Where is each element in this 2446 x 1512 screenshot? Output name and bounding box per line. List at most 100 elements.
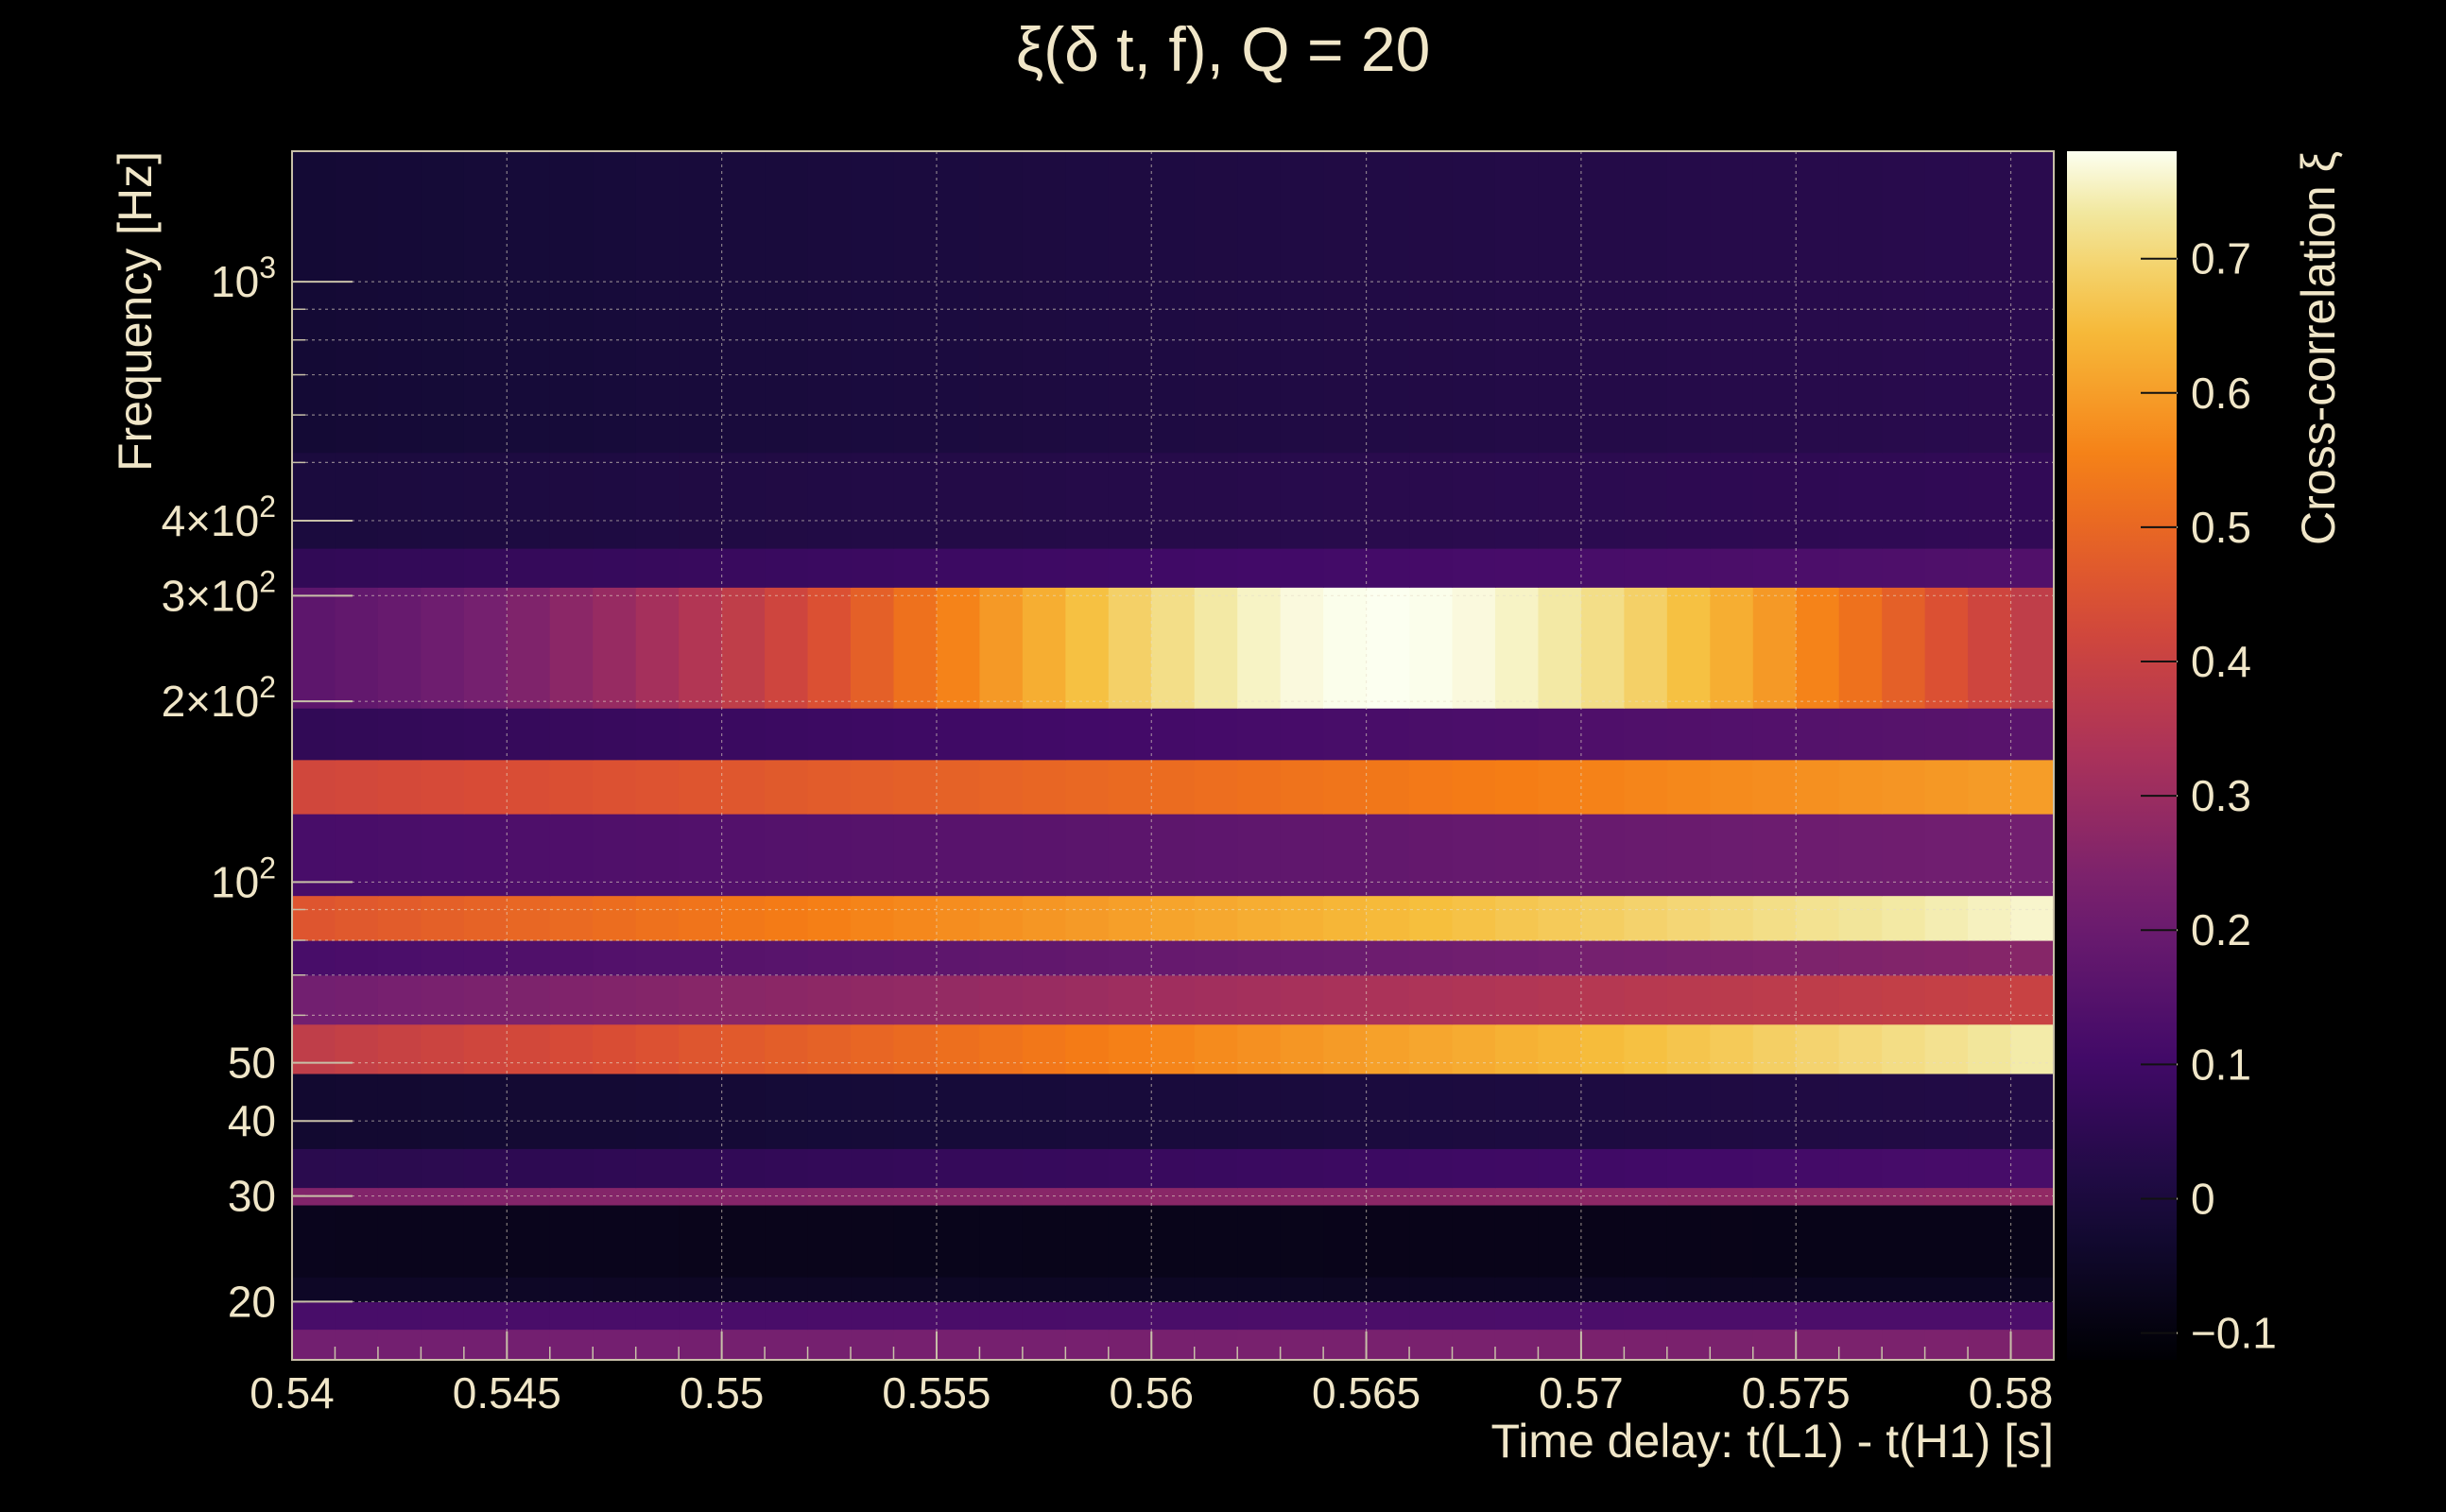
heatmap-cell — [1151, 974, 1196, 1025]
heatmap-cell — [1108, 452, 1152, 549]
heatmap-cell — [421, 151, 465, 454]
heatmap-cell — [421, 814, 465, 897]
heatmap-cell — [1065, 708, 1110, 761]
heatmap-cell — [679, 452, 723, 549]
heatmap-cell — [1022, 1148, 1066, 1189]
heatmap-cell — [549, 708, 594, 761]
heatmap-cell — [593, 1073, 637, 1149]
y-axis: 20 30 40 50 102 2×102 3×102 4×102 103 — [162, 250, 353, 1326]
y-tick-label: 102 — [211, 850, 276, 906]
heatmap-cell — [936, 1148, 981, 1189]
heatmap-cell — [1580, 452, 1625, 549]
heatmap-cell — [1580, 1277, 1625, 1303]
heatmap-cell — [1838, 1023, 1883, 1074]
heatmap-cell — [1752, 814, 1797, 897]
heatmap-cell — [1323, 151, 1368, 454]
heatmap-cell — [1022, 452, 1066, 549]
heatmap-cell — [1752, 1073, 1797, 1149]
heatmap-cell — [1366, 814, 1410, 897]
heatmap-cell — [593, 708, 637, 761]
heatmap-cell — [377, 1329, 422, 1361]
heatmap-cell — [1022, 974, 1066, 1025]
heatmap-cell — [1108, 1301, 1152, 1331]
heatmap-cell — [421, 974, 465, 1025]
heatmap-cell — [1624, 1073, 1668, 1149]
heatmap-cell — [1409, 759, 1454, 815]
y-tick-label: 20 — [228, 1277, 276, 1326]
heatmap-cell — [1796, 587, 1840, 709]
heatmap-cell — [765, 814, 809, 897]
heatmap-cell — [507, 1073, 551, 1149]
heatmap-cell — [679, 974, 723, 1025]
heatmap-cell — [1409, 1301, 1454, 1331]
heatmap-cell — [807, 452, 852, 549]
heatmap-cell — [2010, 1023, 2055, 1074]
heatmap-cell — [507, 895, 551, 941]
heatmap-cell — [1065, 548, 1110, 588]
heatmap-cell — [679, 548, 723, 588]
heatmap-cell — [893, 939, 938, 976]
heatmap-cell — [1065, 1277, 1110, 1303]
heatmap-cell — [851, 1301, 895, 1331]
heatmap-cell — [1710, 974, 1754, 1025]
heatmap-cell — [1452, 1329, 1496, 1361]
heatmap-cell — [1710, 587, 1754, 709]
heatmap-cell — [1710, 708, 1754, 761]
heatmap-cell — [2010, 587, 2055, 709]
heatmap-cell — [1022, 939, 1066, 976]
heatmap-cell — [635, 1073, 680, 1149]
heatmap-cell — [549, 1148, 594, 1189]
heatmap-cell — [635, 1148, 680, 1189]
heatmap-cell — [893, 1023, 938, 1074]
heatmap-cell — [1280, 1148, 1324, 1189]
heatmap-cell — [1752, 587, 1797, 709]
heatmap-cell — [335, 1329, 379, 1361]
heatmap-cell — [2010, 452, 2055, 549]
heatmap-cell — [1580, 587, 1625, 709]
heatmap-cell — [1538, 1187, 1582, 1206]
heatmap-cell — [1924, 1277, 1969, 1303]
heatmap-cell — [1624, 759, 1668, 815]
heatmap-cell — [1624, 814, 1668, 897]
heatmap-cell — [765, 1204, 809, 1278]
heatmap-cell — [1752, 452, 1797, 549]
plot-frame — [291, 150, 2055, 1361]
heatmap-cell — [335, 548, 379, 588]
heatmap-cell — [292, 1277, 336, 1303]
x-tick-label: 0.545 — [453, 1368, 561, 1418]
heatmap-cell — [1452, 151, 1496, 454]
heatmap-cell — [851, 1187, 895, 1206]
heatmap-cell — [549, 1329, 594, 1361]
heatmap-cell — [593, 1301, 637, 1331]
heatmap-cell — [1710, 1187, 1754, 1206]
heatmap-cell — [765, 1301, 809, 1331]
heatmap-cell — [1065, 1204, 1110, 1278]
heatmap-cell — [1924, 814, 1969, 897]
heatmap-cell — [1409, 1329, 1454, 1361]
heatmap-cell — [1710, 1023, 1754, 1074]
heatmap-cell — [1796, 759, 1840, 815]
heatmap-cell — [292, 759, 336, 815]
heatmap-cell — [1882, 1301, 1926, 1331]
heatmap-cell — [807, 1148, 852, 1189]
colorbar-tick-label: 0.6 — [2191, 369, 2251, 418]
heatmap-cell — [807, 1073, 852, 1149]
heatmap-cell — [807, 939, 852, 976]
heatmap-cell — [851, 974, 895, 1025]
heatmap-cell — [1838, 1148, 1883, 1189]
heatmap-cell — [851, 895, 895, 941]
heatmap-cell — [979, 1204, 1024, 1278]
heatmap-cell — [1968, 1073, 2012, 1149]
heatmap-cell — [549, 151, 594, 454]
heatmap-cell — [377, 708, 422, 761]
heatmap-cell — [1494, 548, 1540, 588]
heatmap-cell — [463, 1073, 508, 1149]
heatmap-cell — [1409, 708, 1454, 761]
x-tick-label: 0.54 — [250, 1368, 335, 1418]
heatmap-cell — [807, 895, 852, 941]
heatmap-cell — [1968, 151, 2012, 454]
heatmap-cell — [936, 759, 981, 815]
heatmap-cell — [1494, 974, 1540, 1025]
heatmap-cell — [1108, 974, 1152, 1025]
heatmap-cell — [1323, 548, 1368, 588]
